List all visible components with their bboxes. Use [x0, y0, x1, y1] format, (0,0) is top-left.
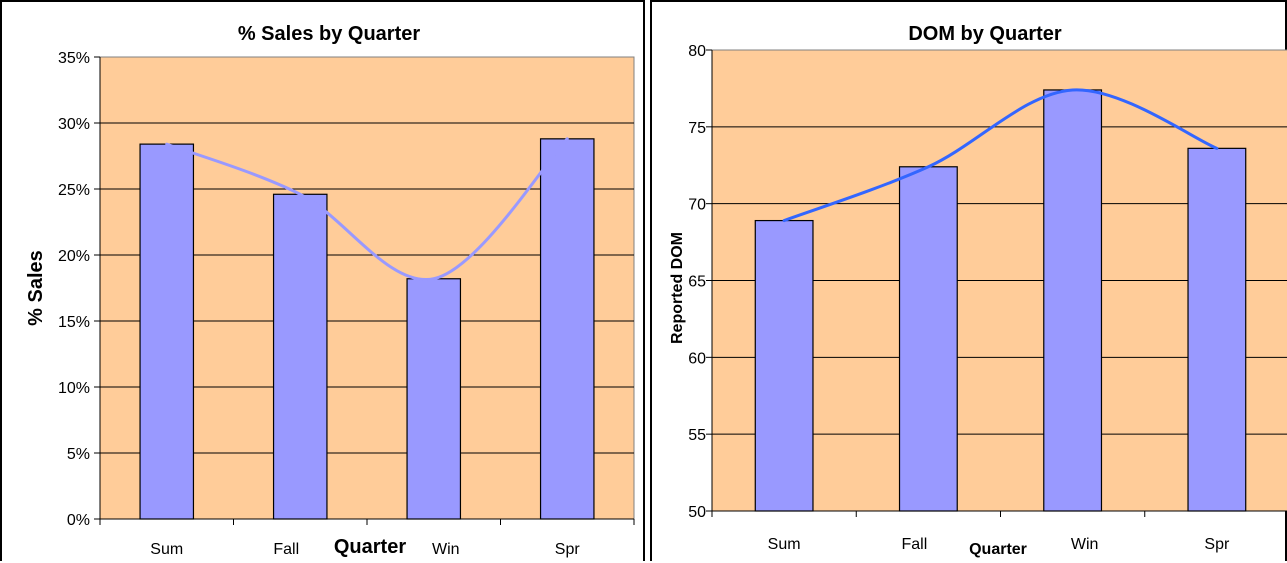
sales-chart-panel: 0% 5% 10% 15% 20% 25% 30% 35% Sum Fall Win Spr % Sal… — [0, 0, 645, 561]
y-tick-label: 75 — [688, 120, 706, 137]
y-axis-label: % Sales — [25, 250, 47, 326]
x-tick-label: Fall — [273, 541, 299, 558]
y-tick-label: 15% — [58, 314, 90, 331]
y-tick-label: 10% — [58, 380, 90, 397]
bar — [539, 138, 595, 520]
x-tick-label: Win — [1071, 536, 1099, 553]
x-tick-label: Sum — [150, 541, 183, 558]
y-tick-label: 80 — [688, 43, 706, 60]
trend-line — [165, 137, 569, 282]
chart-title: DOM by Quarter — [908, 23, 1062, 45]
y-tick-label: 70 — [688, 197, 706, 214]
y-tick-label: 35% — [58, 50, 90, 67]
y-tick-label: 20% — [58, 248, 90, 265]
bar — [139, 143, 195, 520]
y-tick-label: 60 — [688, 350, 706, 367]
bar — [898, 166, 958, 512]
bar — [1043, 89, 1103, 512]
x-tick-label: Win — [432, 541, 460, 558]
y-tick-label: 65 — [688, 274, 706, 291]
bar — [272, 193, 328, 520]
x-tick-label: Spr — [1204, 536, 1230, 553]
bar — [754, 219, 814, 512]
y-tick-label: 55 — [688, 427, 706, 444]
y-tick-label: 25% — [58, 182, 90, 199]
x-axis-label: Quarter — [969, 541, 1027, 558]
sales-chart-svg: 0% 5% 10% 15% 20% 25% 30% 35% Sum Fall Win Spr % Sal… — [25, 23, 635, 558]
x-tick-label: Spr — [555, 541, 581, 558]
trend-line — [782, 88, 1219, 223]
y-tick-label: 50 — [688, 504, 706, 521]
y-tick-label: 0% — [67, 512, 90, 529]
chart-title: % Sales by Quarter — [238, 23, 421, 45]
dom-chart-panel: 50 55 60 65 70 75 80 Sum Fall Win Spr DOM by Quarte… — [650, 0, 1287, 561]
x-tick-label: Sum — [768, 536, 801, 553]
y-tick-label: 30% — [58, 116, 90, 133]
dom-chart-svg: 50 55 60 65 70 75 80 Sum Fall Win Spr DOM by Quarte… — [669, 23, 1287, 558]
bar — [1187, 147, 1247, 512]
y-axis-label: Reported DOM — [669, 232, 686, 344]
x-tick-label: Fall — [901, 536, 927, 553]
bar — [406, 278, 462, 520]
x-axis-label: Quarter — [334, 536, 406, 558]
y-tick-label: 5% — [67, 446, 90, 463]
